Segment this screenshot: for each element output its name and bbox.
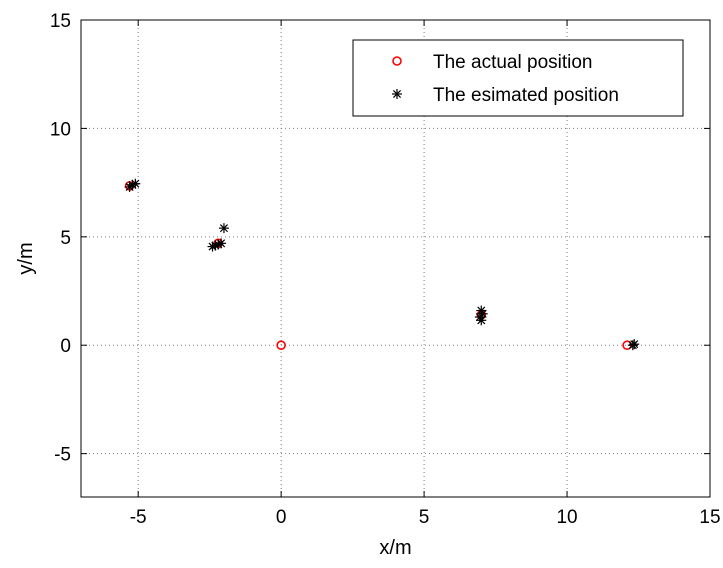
legend-marker-actual <box>392 56 402 66</box>
legend-box <box>352 39 684 117</box>
axis-ticks: -5 0 5 10 15 -5 0 5 10 15 <box>50 11 721 528</box>
estimated-position-point <box>130 178 141 189</box>
estimated-position-point <box>216 238 227 249</box>
x-tick-label: -5 <box>130 507 147 528</box>
legend-label: The actual position <box>433 52 593 73</box>
estimated-position-point <box>124 181 135 192</box>
y-tick-label: 10 <box>50 119 71 140</box>
y-tick-label: -5 <box>54 445 71 466</box>
y-axis-label: y/m <box>15 242 37 274</box>
x-tick-label: 10 <box>556 507 577 528</box>
legend-marker-estimated <box>392 89 402 99</box>
x-tick-label: 0 <box>276 507 287 528</box>
plot-frame <box>80 19 711 498</box>
estimated-position-point <box>218 223 229 234</box>
legend-label: The esimated position <box>433 85 619 106</box>
x-axis-label: x/m <box>379 537 411 559</box>
estimated-position-point <box>476 315 487 326</box>
estimated-position-point <box>629 339 640 350</box>
actual-position-point <box>276 340 286 351</box>
data-points <box>124 178 640 351</box>
grid-lines <box>81 20 710 497</box>
legend-entries: The actual position The esimated position <box>392 52 619 106</box>
legend: The actual position The esimated position <box>352 39 684 117</box>
y-tick-label: 15 <box>50 11 71 32</box>
x-tick-label: 5 <box>419 507 430 528</box>
estimated-position-point <box>476 305 487 316</box>
x-tick-label: 15 <box>699 507 720 528</box>
series-asterisk <box>124 178 640 351</box>
y-tick-label: 0 <box>60 336 71 357</box>
y-tick-label: 5 <box>60 228 71 249</box>
